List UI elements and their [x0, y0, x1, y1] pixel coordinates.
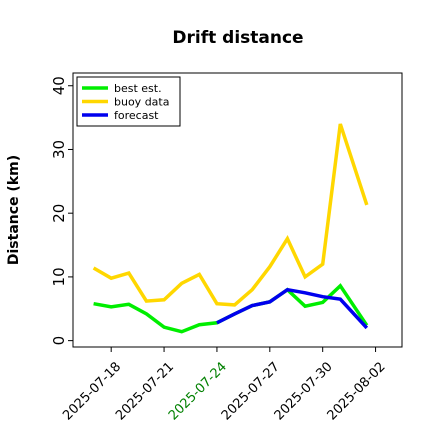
- y-tick-label: 0: [50, 336, 68, 346]
- series-line-buoy-data: [92, 123, 369, 307]
- x-axis-ticks: 2025-07-182025-07-212025-07-242025-07-27…: [60, 347, 389, 423]
- plot-frame: [72, 72, 403, 348]
- legend-label: buoy data: [114, 96, 169, 109]
- y-axis-ticks: 0 10 20 30 40: [50, 76, 73, 345]
- y-tick-label: 30: [50, 140, 68, 159]
- chart-title: Drift distance: [172, 28, 303, 48]
- y-tick-label: 40: [50, 76, 68, 95]
- legend-label: forecast: [114, 109, 159, 122]
- series-line-best-est-: [93, 283, 369, 334]
- legend-label: best est.: [114, 82, 162, 95]
- y-axis-label: Distance (km): [6, 155, 22, 265]
- series-line-forecast: [216, 287, 369, 330]
- y-tick-label: 20: [50, 204, 68, 223]
- y-tick-label: 10: [50, 267, 68, 286]
- series-lines: [92, 123, 369, 334]
